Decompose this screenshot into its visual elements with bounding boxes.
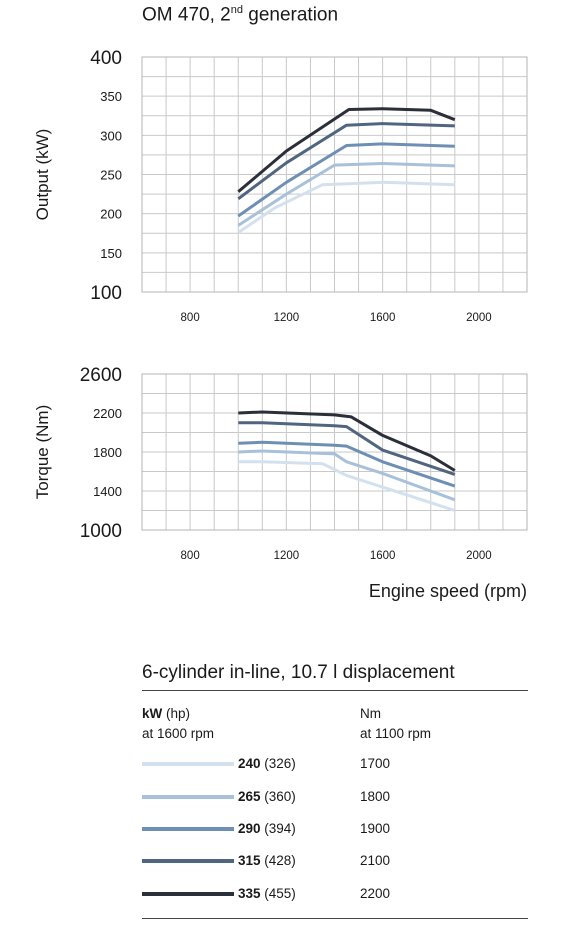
series-line [237,180,455,234]
x-tick-label: 800 [181,312,200,324]
title-superscript: nd [230,4,243,16]
y-tick-label: 100 [90,283,122,304]
legend-swatch [142,795,234,799]
spec-row: 265 (360) 1800 [142,787,528,807]
spec-hp-value: (326) [260,756,296,771]
spec-hp-value: (360) [260,789,296,804]
x-tick-label: 2000 [466,550,492,562]
y-axis-label: Output (kW) [33,129,52,221]
y-tick-label: 2200 [93,406,122,421]
y-tick-label: 1000 [80,521,122,542]
series-line [238,421,456,476]
spec-kw-value: 315 [238,853,261,868]
x-tick-label: 1600 [370,312,396,324]
series-line [238,440,456,488]
x-tick-label: 1200 [274,550,300,562]
y-tick-label: 200 [100,207,122,222]
nm-header-unit: Nm [360,706,381,721]
y-tick-label: 400 [90,48,122,69]
kw-header-hp: (hp) [162,706,191,721]
y-tick-label: 2600 [80,365,122,386]
legend-swatch [142,827,234,831]
specs-bottom-rule [142,918,528,919]
y-tick-label: 1400 [93,484,122,499]
specs-title: 6-cylinder in-line, 10.7 l displacement [142,662,455,683]
plot-frame [141,373,528,531]
y-tick-label: 1800 [93,445,122,460]
nm-header: Nm at 1100 rpm [360,704,431,744]
spec-hp-value: (394) [260,821,296,836]
series-line [238,410,456,472]
specs-top-rule [142,690,528,691]
spec-row: 240 (326) 1700 [142,754,528,774]
spec-kw: 335 (455) [238,884,296,904]
plot-frame [141,56,528,293]
y-tick-label: 250 [100,168,122,183]
kw-header: kW (hp) at 1600 rpm [142,704,214,744]
legend-swatch [142,762,234,766]
series-line [238,449,456,502]
spec-row: 290 (394) 1900 [142,819,528,839]
x-tick-label: 2000 [466,312,492,324]
torque-chart: 1000 1400 1800 2200 2600 800 1200 1600 2000 Torqu… [33,365,528,601]
series-line [238,460,456,512]
y-tick-label: 300 [100,128,122,143]
x-tick-label: 1200 [274,312,300,324]
title-main: OM 470, 2 [142,4,231,26]
spec-kw: 290 (394) [238,819,296,839]
spec-kw: 265 (360) [238,787,296,807]
y-axis-label: Torque (Nm) [33,405,52,499]
spec-kw: 240 (326) [238,754,296,774]
spec-nm-value: 1700 [360,756,391,771]
series-line [237,142,455,218]
spec-row: 315 (428) 2100 [142,851,528,871]
x-tick-label: 1600 [370,550,396,562]
spec-kw-value: 290 [238,821,261,836]
spec-nm-value: 2100 [360,853,391,868]
series-line [237,122,455,201]
spec-hp-value: (455) [260,886,296,901]
charts-canvas: 100 150 200 250 300 350 400 800 1200 1600 2000 Outp… [33,48,528,601]
nm-header-sub: at 1100 rpm [360,726,432,741]
y-tick-label: 350 [100,89,122,104]
y-tick-label: 150 [100,246,122,261]
title-rest: generation [242,4,339,26]
x-axis-label: Engine speed (rpm) [369,581,527,601]
x-tick-label: 800 [181,550,200,562]
spec-kw-value: 240 [238,756,261,771]
page-title: OM 470, 2nd generation [142,4,338,26]
output-chart: 100 150 200 250 300 350 400 800 1200 1600 2000 Outp… [33,48,528,324]
spec-kw: 315 (428) [238,851,296,871]
spec-nm-value: 1800 [360,789,391,804]
spec-kw-value: 265 [238,789,261,804]
spec-row: 335 (455) 2200 [142,884,528,904]
kw-header-sub: at 1600 rpm [142,726,215,741]
spec-hp-value: (428) [260,853,296,868]
series-line [237,162,455,227]
spec-kw-value: 335 [238,886,261,901]
legend-swatch [142,859,234,863]
kw-header-unit: kW [142,706,163,721]
series-line [237,107,456,193]
spec-nm-value: 2200 [360,886,391,901]
spec-nm-value: 1900 [360,821,391,836]
legend-swatch [142,892,234,896]
